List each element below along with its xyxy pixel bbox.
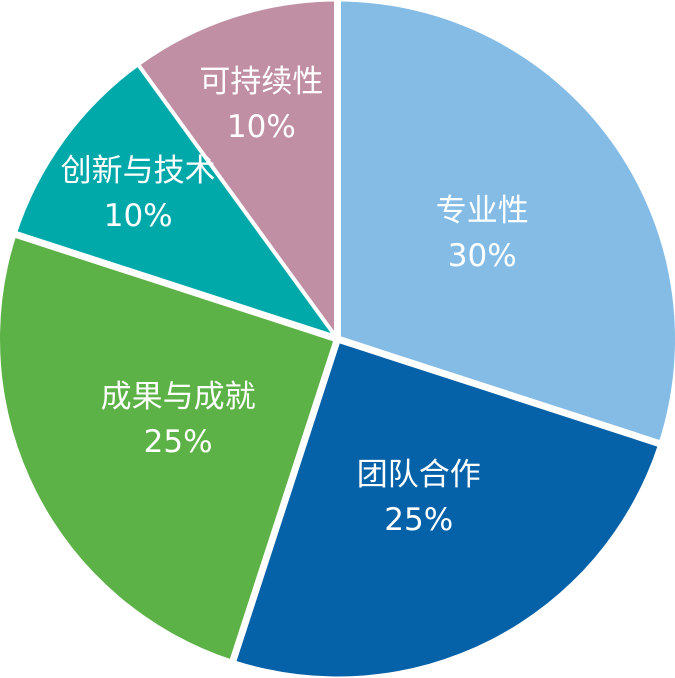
slice-separator xyxy=(136,63,340,341)
slice-separator xyxy=(229,337,341,663)
slice-separator xyxy=(336,335,662,448)
pie-slice-2 xyxy=(0,234,338,660)
pie-slice-1 xyxy=(233,339,659,677)
pie-slice-0 xyxy=(337,1,675,444)
slice-separator xyxy=(13,230,339,343)
pie-slice-4 xyxy=(139,1,338,339)
pie-slice-3 xyxy=(16,65,338,340)
